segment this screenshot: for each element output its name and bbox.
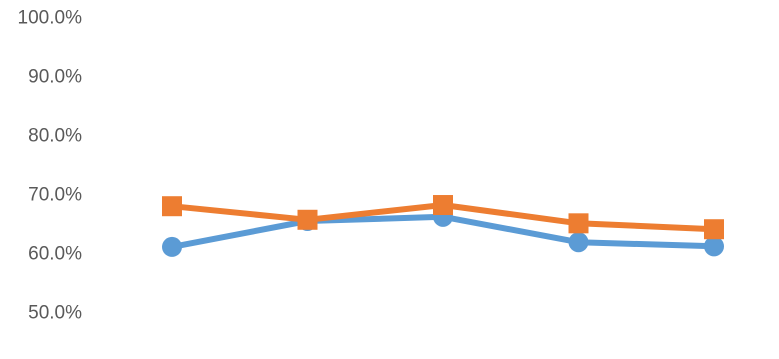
series-1-point [162, 236, 182, 257]
series-layer [162, 195, 724, 257]
y-tick-label: 100.0% [18, 8, 83, 29]
y-tick-label: 50.0% [28, 303, 82, 324]
y-tick-label: 60.0% [28, 244, 82, 265]
series-2-point [297, 209, 318, 230]
y-tick-label: 80.0% [28, 126, 82, 147]
series-2-point [433, 195, 453, 216]
series-2-point [568, 213, 589, 234]
y-tick-label: 70.0% [28, 185, 82, 206]
series-2-point [162, 196, 182, 217]
y-axis-tick-labels: 100.0% 90.0% 80.0% 70.0% 60.0% 50.0% [18, 8, 83, 324]
series-1-point [568, 232, 589, 253]
series-1-point [704, 236, 724, 257]
series-2-point [704, 219, 724, 240]
y-tick-label: 90.0% [28, 67, 82, 88]
